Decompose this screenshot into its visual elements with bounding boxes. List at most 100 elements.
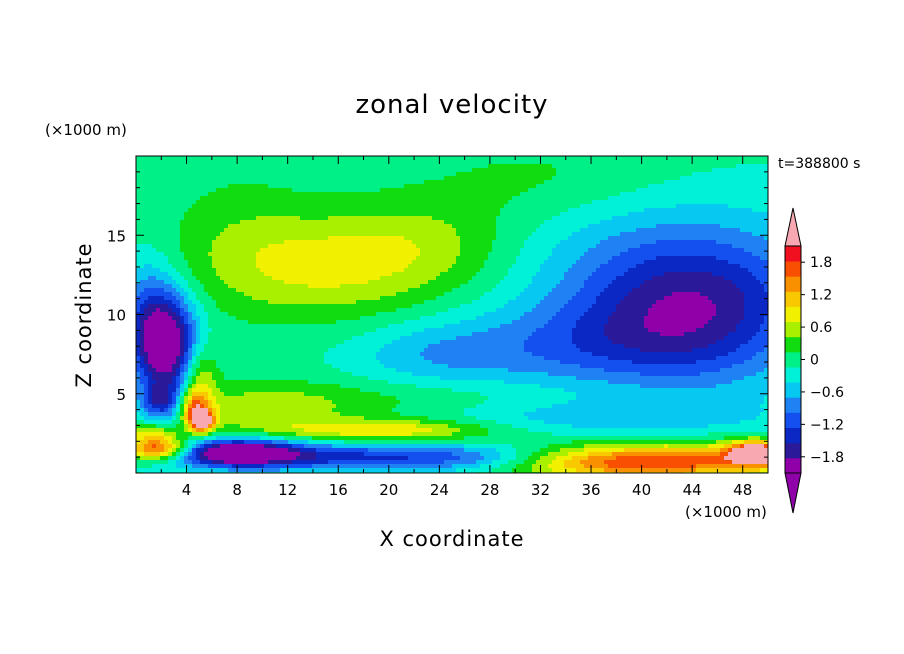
- field-cell: [176, 448, 181, 453]
- field-cell: [640, 372, 701, 377]
- field-cell: [140, 332, 145, 337]
- field-cell: [340, 412, 401, 417]
- field-cell: [160, 452, 169, 457]
- colorbar-swatch: [785, 427, 801, 444]
- field-cell: [620, 232, 753, 237]
- field-cell: [200, 352, 325, 357]
- field-cell: [604, 328, 649, 333]
- colorbar-over-arrow: [784, 207, 802, 247]
- field-cell: [556, 172, 693, 177]
- chart-title: zonal velocity: [355, 90, 548, 120]
- field-cell: [212, 428, 217, 433]
- field-cell: [520, 252, 553, 257]
- field-cell: [144, 420, 173, 425]
- field-cell: [532, 232, 573, 237]
- field-cell: [144, 368, 149, 373]
- field-cell: [472, 168, 557, 173]
- field-cell: [188, 468, 229, 473]
- field-cell: [516, 260, 545, 265]
- field-cell: [488, 428, 529, 433]
- field-cell: [264, 428, 305, 433]
- field-cell: [764, 348, 768, 353]
- field-cell: [408, 264, 453, 269]
- field-cell: [416, 424, 449, 429]
- field-cell: [196, 332, 201, 337]
- field-cell: [244, 392, 305, 397]
- field-cell: [184, 448, 189, 453]
- field-cell: [560, 448, 585, 453]
- field-cell: [136, 168, 473, 173]
- field-cell: [636, 228, 741, 233]
- field-cell: [600, 220, 768, 225]
- field-cell: [228, 468, 281, 473]
- field-cell: [628, 212, 768, 217]
- field-cell: [360, 316, 421, 321]
- field-cell: [608, 284, 641, 289]
- field-cell: [208, 432, 213, 437]
- field-cell: [220, 276, 273, 281]
- field-cell: [188, 356, 193, 361]
- y-unit-label: (×1000 m): [45, 121, 127, 139]
- field-cell: [352, 336, 401, 341]
- field-cell: [524, 460, 537, 465]
- field-cell: [204, 288, 237, 293]
- field-cell: [480, 296, 517, 301]
- field-cell: [172, 404, 177, 409]
- field-cell: [572, 296, 597, 301]
- field-cell: [164, 252, 185, 257]
- field-cell: [180, 448, 185, 453]
- field-cell: [288, 448, 301, 453]
- field-cell: [136, 316, 141, 321]
- field-cell: [200, 316, 209, 321]
- field-cell: [196, 304, 205, 309]
- field-cell: [456, 336, 529, 341]
- field-cell: [136, 232, 181, 237]
- field-cell: [148, 396, 153, 401]
- field-cell: [656, 300, 713, 305]
- field-cell: [764, 408, 768, 413]
- field-cell: [756, 416, 768, 421]
- field-cell: [724, 336, 753, 341]
- field-cell: [488, 328, 537, 333]
- field-cell: [624, 344, 709, 349]
- field-cell: [524, 412, 761, 417]
- field-cell: [428, 344, 525, 349]
- field-cell: [716, 340, 749, 345]
- field-cell: [136, 256, 169, 261]
- field-cell: [216, 364, 333, 369]
- field-cell: [720, 452, 729, 457]
- field-cell: [176, 388, 181, 393]
- field-cell: [192, 268, 217, 273]
- field-cell: [564, 388, 768, 393]
- field-cell: [552, 248, 589, 253]
- field-cell: [736, 284, 765, 289]
- field-cell: [536, 460, 553, 465]
- field-cell: [720, 448, 729, 453]
- field-cell: [152, 244, 181, 249]
- field-cell: [208, 396, 217, 401]
- field-cell: [300, 448, 317, 453]
- field-cell: [396, 308, 449, 313]
- field-cell: [136, 436, 145, 441]
- colorbar-tick-label: −0.6: [810, 385, 844, 401]
- field-cell: [692, 348, 737, 353]
- field-cell: [452, 288, 493, 293]
- field-cell: [604, 332, 661, 337]
- field-cell: [196, 428, 205, 433]
- field-cell: [584, 448, 625, 453]
- field-cell: [296, 456, 317, 461]
- field-cell: [448, 364, 581, 369]
- field-cell: [172, 392, 177, 397]
- field-cell: [496, 220, 545, 225]
- field-cell: [192, 448, 197, 453]
- field-cell: [180, 240, 213, 245]
- field-cell: [564, 304, 593, 309]
- field-cell: [444, 176, 553, 181]
- field-cell: [612, 312, 649, 317]
- field-cell: [656, 256, 717, 261]
- field-cell: [160, 440, 169, 445]
- field-cell: [456, 228, 497, 233]
- field-cell: [212, 412, 217, 417]
- field-cell: [596, 296, 625, 301]
- field-cell: [168, 460, 177, 465]
